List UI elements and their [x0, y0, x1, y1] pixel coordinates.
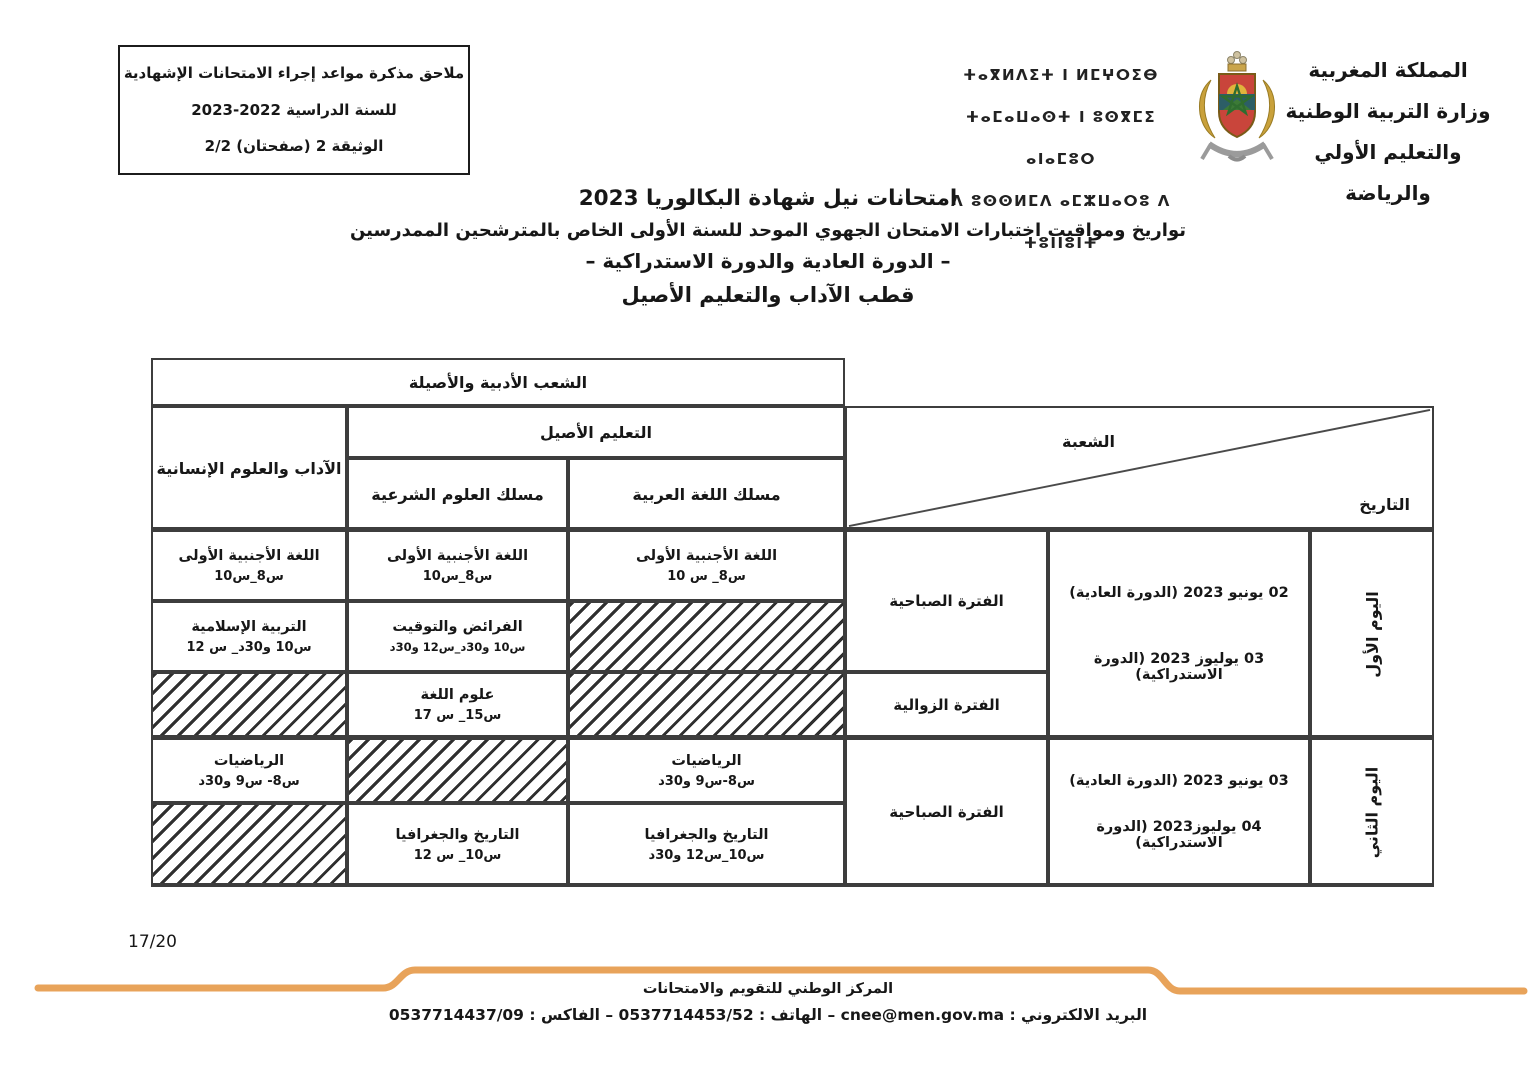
cell-day1-morning-charia-lang1: اللغة الأجنبية الأولى س8_س10 — [347, 530, 568, 601]
tifinagh-line-2: ⵜⴰⵎⴰⵡⴰⵙⵜ ⵏ ⵓⵙⴳⵎⵉ ⴰⵏⴰⵎⵓⵔ — [965, 108, 1157, 168]
cell-day2-charia-hatched — [347, 738, 568, 803]
footer-organization: المركز الوطني للتقويم والامتحانات — [642, 981, 894, 997]
moroccan-coat-of-arms-icon — [1199, 51, 1275, 162]
table-day-separator — [151, 735, 1434, 739]
title-exam: امتحانات نيل شهادة البكالوريا 2023 — [578, 186, 958, 211]
corner-branch-date-cell: الشعبة التاريخ — [845, 406, 1434, 530]
cell-day2-morning-charia-histgeo: التاريخ والجغرافيا س10_ س 12 — [347, 803, 568, 886]
cell-day1-morning-adab-islamic: التربية الإسلامية س10 و30د_ س 12 — [151, 601, 347, 672]
cell-day2-period-morning: الفترة الصباحية — [845, 738, 1048, 886]
cell-day1-period-morning: الفترة الصباحية — [845, 530, 1048, 672]
ministry-line-1: وزارة التربية الوطنية — [1285, 99, 1491, 123]
cell-day1-afternoon-charia-linguistics: علوم اللغة س15_ س 17 — [347, 672, 568, 738]
note-line-1: ملاحق مذكرة مواعد إجراء الامتحانات الإشه… — [123, 63, 465, 82]
cell-day2-morning-arabic-math: الرياضيات س8-س9 و30د — [568, 738, 845, 803]
title-sessions: – الدورة العادية والدورة الاستدراكية – — [585, 249, 951, 273]
note-line-2: للسنة الدراسية 2022‏-‏2023 — [191, 100, 397, 119]
cell-day2-adab-hatched — [151, 803, 347, 886]
schedule-table: الشعب الأدبية والأصيلة الآداب والعلوم ال… — [151, 358, 1434, 887]
cell-day1-morning-adab-lang1: اللغة الأجنبية الأولى س8_س10 — [151, 530, 347, 601]
cell-day1-arabic-hatched-1 — [568, 601, 845, 672]
header-branches-group: الشعب الأدبية والأصيلة — [151, 358, 845, 406]
cell-day2-dates: 03 يونيو 2023 (الدورة العادية) 04 يوليوز… — [1048, 738, 1310, 886]
cell-day1-morning-arabic-lang1: اللغة الأجنبية الأولى س8_ س 10 — [568, 530, 845, 601]
footer-contact-line: البريد الالكتروني : cnee@men.gov.ma – ال… — [388, 1006, 1148, 1024]
note-box: ملاحق مذكرة مواعد إجراء الامتحانات الإشه… — [118, 45, 470, 175]
footer-accent-line — [34, 966, 1528, 995]
table-header-separator — [151, 527, 1434, 531]
cell-day1-arabic-hatched-2 — [568, 672, 845, 738]
header-col-adab: الآداب والعلوم الإنسانية — [151, 406, 347, 530]
ministry-header-tifinagh: ⵜⴰⴳⵍⴷⵉⵜ ⵏ ⵍⵎⵖⵔⵉⴱ ⵜⴰⵎⴰⵡⴰⵙⵜ ⵏ ⵓⵙⴳⵎⵉ ⴰⵏⴰⵎⵓⵔ… — [938, 54, 1184, 264]
header-col-charia: مسلك العلوم الشرعية — [347, 458, 568, 530]
cell-day1-adab-hatched — [151, 672, 347, 738]
cell-day1-morning-charia-faraid: الفرائض والتوقيت س10 و30د_س12 و30د — [347, 601, 568, 672]
cell-day1-label: اليوم الأول — [1310, 530, 1434, 738]
header-asil-group: التعليم الأصيل — [347, 406, 845, 458]
cell-day2-label: اليوم الثاني — [1310, 738, 1434, 886]
cell-day2-morning-adab-math: الرياضيات س8- س9 و30د — [151, 738, 347, 803]
tifinagh-line-3: ⴷ ⵓⵙⵙⵍⵎⴷ ⴰⵎⵣⵡⴰⵔⵓ ⴷ ⵜⵓⵏⵏⵓⵏⵜ — [951, 192, 1171, 252]
cell-day1-period-afternoon: الفترة الزوالية — [845, 672, 1048, 738]
header-col-arabic: مسلك اللغة العربية — [568, 458, 845, 530]
title-subtitle: تواريخ ومواقيت اختبارات الامتحان الجهوي … — [349, 220, 1186, 241]
cell-day1-dates: 02 يونيو 2023 (الدورة العادية) 03 يوليوز… — [1048, 530, 1310, 738]
note-line-3: الوثيقة 2 (صفحتان) 2/2 — [204, 137, 384, 156]
corner-date-label: التاريخ — [1359, 495, 1410, 514]
kingdom-title: المملكة المغربية — [1308, 58, 1468, 82]
ministry-header-arabic: المملكة المغربية وزارة التربية الوطنية و… — [1270, 50, 1506, 214]
table-bottom-border — [151, 883, 1434, 887]
page-number: 17/20 — [128, 932, 177, 952]
diagonal-divider — [848, 408, 1431, 528]
cell-day2-morning-arabic-histgeo: التاريخ والجغرافيا س10_س12 و30د — [568, 803, 845, 886]
ministry-line-2: والتعليم الأولي والرياضة — [1314, 140, 1462, 205]
title-pole: قطب الآداب والتعليم الأصيل — [621, 283, 915, 307]
document-title-block: امتحانات نيل شهادة البكالوريا 2023 تواري… — [0, 186, 1536, 307]
tifinagh-line-1: ⵜⴰⴳⵍⴷⵉⵜ ⵏ ⵍⵎⵖⵔⵉⴱ — [963, 66, 1159, 84]
corner-branch-label: الشعبة — [1062, 432, 1116, 451]
